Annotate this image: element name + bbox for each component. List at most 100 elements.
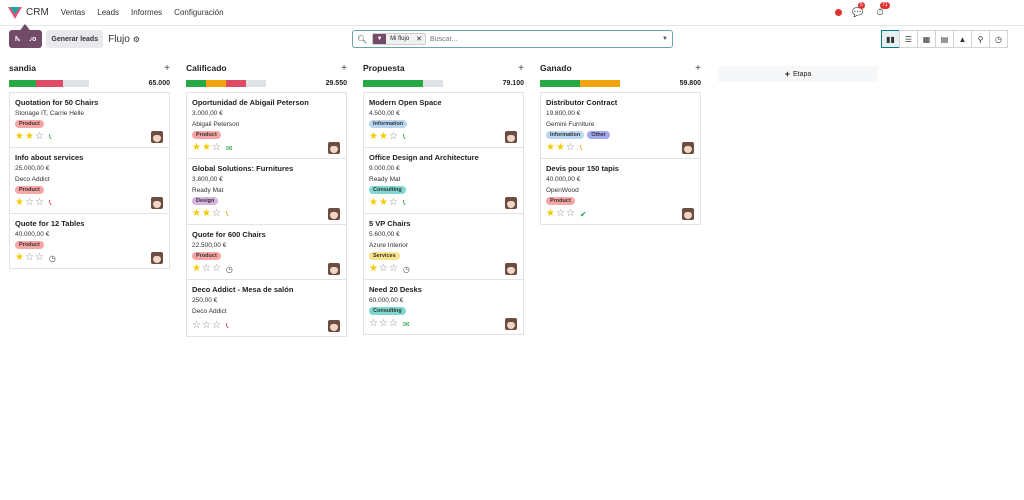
avatar[interactable] [328,208,340,220]
priority-stars[interactable]: ☆ ☆ ☆ [192,321,221,331]
column-progress-bar[interactable] [9,79,89,87]
priority-stars[interactable]: ★ ☆ ☆ [546,209,575,219]
avatar[interactable] [328,263,340,275]
star-icon[interactable]: ☆ [388,318,398,329]
menu-item-informes[interactable]: Informes [131,8,163,17]
star-icon[interactable]: ★ [192,142,201,153]
search-bar[interactable]: 🔍︎ ▼ Mi flujo ✕ ▼ [352,30,673,48]
activity-icon[interactable]: 📞︎ [48,132,52,141]
menu-item-ventas[interactable]: Ventas [60,8,86,17]
star-icon[interactable]: ★ [369,131,378,142]
star-icon[interactable]: ☆ [34,252,44,263]
menu-item-leads[interactable]: Leads [97,8,120,17]
star-icon[interactable]: ☆ [34,131,44,142]
map-view-icon[interactable]: ⚲ [971,30,990,48]
activity-icon[interactable]: 📞︎ [402,132,406,141]
star-icon[interactable]: ★ [24,131,34,142]
star-icon[interactable]: ★ [555,142,565,153]
star-icon[interactable]: ☆ [555,208,565,219]
app-switcher[interactable]: CRM [8,6,49,19]
status-dot-icon[interactable] [835,9,842,16]
activity-icon[interactable]: ✉ [225,143,233,153]
star-icon[interactable]: ☆ [192,320,201,331]
activity-view-icon[interactable]: ◷ [989,30,1008,48]
star-icon[interactable]: ★ [192,263,201,274]
star-icon[interactable]: ★ [369,197,378,208]
pivot-view-icon[interactable]: ▤ [935,30,954,48]
avatar[interactable] [328,142,340,154]
column-progress-bar[interactable] [363,79,443,87]
activity-icon[interactable]: 📞︎ [225,209,229,218]
priority-stars[interactable]: ★ ☆ ☆ [15,198,44,208]
star-icon[interactable]: ★ [546,208,555,219]
kanban-card[interactable]: Info about services 25.000,00 € Deco Add… [10,148,169,214]
priority-stars[interactable]: ★ ★ ☆ [192,143,221,153]
app-name[interactable]: CRM [26,7,49,18]
kanban-card[interactable]: Quotation for 50 Chairs Stonage IT, Carr… [10,93,169,148]
star-icon[interactable]: ☆ [201,320,211,331]
add-stage-button[interactable]: + Etapa [718,66,878,82]
kanban-card[interactable]: Global Solutions: Furnitures 3.800,00 € … [187,159,346,225]
priority-stars[interactable]: ★ ★ ☆ [369,198,398,208]
chevron-down-icon[interactable]: ▼ [662,36,668,42]
messages-icon[interactable]: 💬 5 [852,1,865,17]
activity-icon[interactable]: ◷ [402,264,410,274]
kanban-card[interactable]: Quote for 600 Chairs 22.500,00 € Product… [187,225,346,280]
progress-segment[interactable] [580,79,620,87]
column-title[interactable]: Ganado [540,63,572,73]
star-icon[interactable]: ☆ [565,208,575,219]
avatar[interactable] [151,197,163,209]
progress-segment[interactable] [186,79,206,87]
star-icon[interactable]: ☆ [378,318,388,329]
priority-stars[interactable]: ★ ★ ☆ [369,132,398,142]
priority-stars[interactable]: ★ ☆ ☆ [15,253,44,263]
avatar[interactable] [505,197,517,209]
column-title[interactable]: sandia [9,63,36,73]
priority-stars[interactable]: ★ ☆ ☆ [192,264,221,274]
progress-segment[interactable] [226,79,246,87]
kanban-card[interactable]: Office Design and Architecture 9.000,00 … [364,148,523,214]
progress-segment[interactable] [36,79,63,87]
progress-segment[interactable] [363,79,423,87]
activity-icon[interactable]: ◷ [225,264,233,274]
priority-stars[interactable]: ★ ★ ☆ [192,209,221,219]
graph-view-icon[interactable]: ▲ [953,30,972,48]
avatar[interactable] [151,252,163,264]
avatar[interactable] [505,318,517,330]
star-icon[interactable]: ★ [15,197,24,208]
star-icon[interactable]: ☆ [211,208,221,219]
add-card-icon[interactable]: + [518,62,524,74]
priority-stars[interactable]: ★ ★ ☆ [546,143,575,153]
star-icon[interactable]: ★ [15,252,24,263]
list-view-icon[interactable]: ☰ [899,30,918,48]
avatar[interactable] [505,263,517,275]
star-icon[interactable]: ☆ [24,252,34,263]
column-title[interactable]: Propuesta [363,63,405,73]
kanban-view-icon[interactable]: ▮▮ [881,30,900,48]
add-card-icon[interactable]: + [341,62,347,74]
activity-icon[interactable]: 📞︎ [48,198,52,207]
star-icon[interactable]: ☆ [369,318,378,329]
progress-segment[interactable] [206,79,226,87]
avatar[interactable] [151,131,163,143]
activity-icon[interactable]: ◷ [48,253,56,263]
progress-segment[interactable] [9,79,37,87]
progress-segment[interactable] [540,79,580,87]
search-facet[interactable]: ▼ Mi flujo ✕ [372,33,427,45]
star-icon[interactable]: ★ [378,131,388,142]
star-icon[interactable]: ☆ [565,142,575,153]
activity-icon[interactable]: 📞︎ [579,143,583,152]
star-icon[interactable]: ☆ [388,263,398,274]
close-icon[interactable]: ✕ [413,34,426,44]
star-icon[interactable]: ☆ [24,197,34,208]
menu-item-configuracion[interactable]: Configuración [174,8,224,17]
priority-stars[interactable]: ★ ★ ☆ [15,132,44,142]
kanban-card[interactable]: Devis pour 150 tapis 40.000,00 € OpenWoo… [541,159,700,224]
avatar[interactable] [328,320,340,332]
star-icon[interactable]: ★ [378,197,388,208]
activity-icon[interactable]: 📞︎ [402,198,406,207]
star-icon[interactable]: ☆ [211,263,221,274]
kanban-card[interactable]: 5 VP Chairs 5.600,00 € Azure Interior Se… [364,214,523,280]
priority-stars[interactable]: ☆ ☆ ☆ [369,319,398,329]
avatar[interactable] [682,208,694,220]
